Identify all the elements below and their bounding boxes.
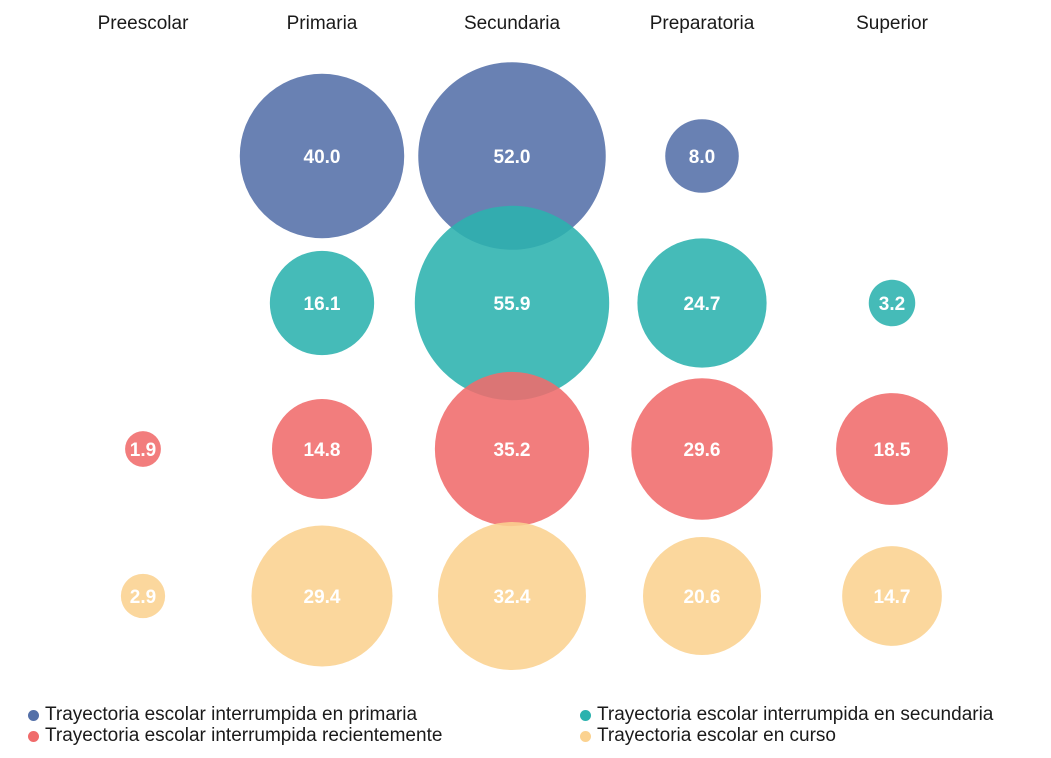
- value-label: 40.0: [304, 147, 341, 168]
- category-label-secundaria: Secundaria: [464, 13, 561, 34]
- bubble-primaria-series-3: [251, 525, 393, 667]
- legend-label: Trayectoria escolar interrumpida en prim…: [45, 704, 418, 725]
- bubble-preparatoria-series-1: [637, 238, 767, 368]
- value-label: 18.5: [874, 440, 911, 461]
- bubble-superior-series-2: [836, 393, 948, 505]
- legend-dot-icon: [580, 730, 591, 742]
- bubble-secundaria-series-3: [438, 522, 586, 670]
- value-label: 24.7: [684, 294, 721, 315]
- category-label-preparatoria: Preparatoria: [650, 13, 755, 34]
- category-label-superior: Superior: [856, 13, 928, 34]
- legend-dot-icon: [580, 709, 591, 721]
- value-label: 32.4: [494, 587, 531, 608]
- value-label: 55.9: [494, 294, 531, 315]
- value-label: 8.0: [689, 147, 715, 168]
- legend-label: Trayectoria escolar interrumpida recient…: [45, 725, 443, 746]
- legend-dot-icon: [28, 709, 39, 721]
- bubble-preescolar-series-3: [120, 573, 166, 619]
- bubble-primaria-series-1: [269, 250, 375, 356]
- legend-item-secundaria: Trayectoria escolar interrumpida en secu…: [580, 704, 993, 726]
- value-label: 29.4: [304, 587, 341, 608]
- bubble-secundaria-series-0: [418, 62, 606, 250]
- value-label: 2.9: [130, 587, 156, 608]
- legend: Trayectoria escolar interrumpida en prim…: [28, 704, 1028, 752]
- bubble-preparatoria-series-2: [631, 378, 773, 520]
- bubble-secundaria-series-2: [434, 371, 590, 527]
- bubble-superior-series-1: [868, 279, 916, 327]
- bubble-chart: Preescolar Primaria Secundaria Preparatoria…: [98, 13, 948, 670]
- bubble-superior-series-3: [842, 546, 942, 646]
- bubble-preparatoria-series-3: [642, 536, 762, 656]
- value-label: 3.2: [879, 294, 905, 315]
- bubble-primaria-series-2: [271, 398, 373, 500]
- bubble-primaria-series-0: [239, 73, 405, 239]
- legend-item-en-curso: Trayectoria escolar en curso: [580, 725, 836, 747]
- category-label-preescolar: Preescolar: [98, 13, 189, 34]
- category-label-primaria: Primaria: [287, 13, 358, 34]
- bubble-preescolar-series-2: [125, 431, 161, 467]
- legend-label: Trayectoria escolar interrumpida en secu…: [597, 704, 994, 725]
- legend-item-primaria: Trayectoria escolar interrumpida en prim…: [28, 704, 417, 726]
- value-label: 14.7: [874, 587, 911, 608]
- value-label: 1.9: [130, 440, 156, 461]
- value-label: 16.1: [304, 294, 341, 315]
- value-label: 20.6: [684, 587, 721, 608]
- legend-item-recientemente: Trayectoria escolar interrumpida recient…: [28, 725, 442, 747]
- value-label: 14.8: [304, 440, 341, 461]
- legend-label: Trayectoria escolar en curso: [597, 725, 837, 746]
- legend-dot-icon: [28, 730, 39, 742]
- bubble-secundaria-series-1: [414, 205, 610, 401]
- value-label: 35.2: [494, 440, 531, 461]
- bubble-preparatoria-series-0: [665, 119, 739, 193]
- value-label: 52.0: [494, 147, 531, 168]
- value-label: 29.6: [684, 440, 721, 461]
